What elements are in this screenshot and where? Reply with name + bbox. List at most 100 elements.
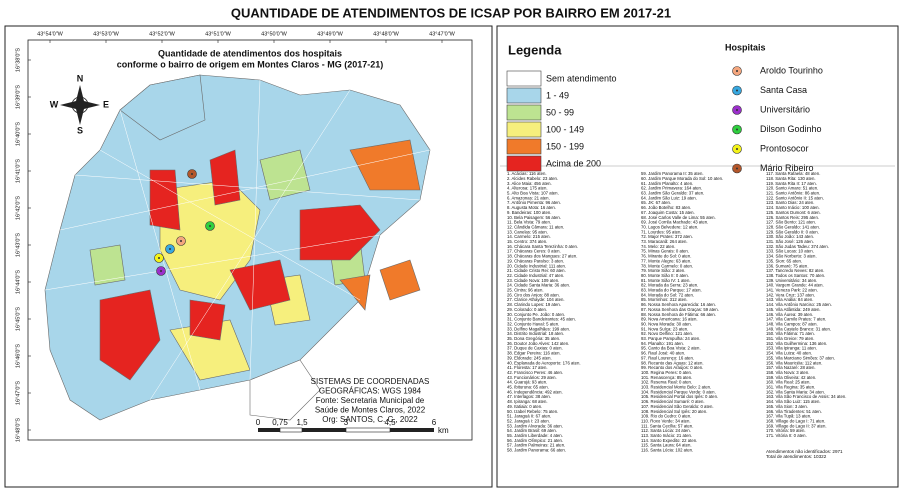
neighborhood-entry: 143. Vila Anália: 84 aten. bbox=[766, 297, 813, 302]
neighborhood-entry: 47. Interlagos: 38 aten. bbox=[507, 394, 551, 399]
neighborhood-entry: 124. Santo Inácio: 100 aten. bbox=[766, 205, 820, 210]
hospital-name: Universitário bbox=[760, 104, 810, 114]
neighborhood-entry: 109. Rio do Cedro: 0 aten. bbox=[641, 414, 691, 419]
neighborhood-entry: 121. Santo Antônio: 86 aten. bbox=[766, 191, 820, 196]
neighborhood-entry: 24. Cidade Santa Maria: 36 aten. bbox=[507, 283, 570, 288]
lat-label: 16°38'0"S bbox=[15, 48, 21, 72]
neighborhood-entry: 37. Duque de Caxias: 0 aten. bbox=[507, 346, 563, 351]
scale-label: 0,75 bbox=[272, 418, 288, 427]
neighborhood-entry: 27. Clarice Athayde: 104 aten. bbox=[507, 297, 565, 302]
neighborhood-entry: 170. Vitória: 59 aten. bbox=[766, 428, 806, 433]
hospital-marker-dot bbox=[180, 240, 182, 242]
hospital-name: Mário Ribeiro bbox=[760, 163, 814, 173]
scale-label: 0 bbox=[256, 418, 261, 427]
neighborhood-entry: 111. Santa Cecília: 57 aten. bbox=[641, 423, 693, 428]
legend-label: 50 - 99 bbox=[546, 107, 574, 117]
neighborhood-entry: 132. São Judas Tadeu: 374 aten. bbox=[766, 244, 829, 249]
neighborhood-entry: 14. Carmelo: 215 aten. bbox=[507, 234, 551, 239]
neighborhood-entry: 54. Jardim Brasil: 69 aten. bbox=[507, 428, 557, 433]
neighborhood-entry: 122. Santo Antônio II: 15 aten. bbox=[766, 195, 824, 200]
footer-note: Total de atendimentos: 10322 bbox=[766, 454, 827, 459]
neighborhood-entry: 21. Cidade Cristo Rei: 60 aten. bbox=[507, 268, 566, 273]
neighborhood-entry: 125. Santos Dumont: 6 aten. bbox=[766, 210, 821, 215]
legend-swatch bbox=[506, 155, 542, 172]
map bbox=[44, 74, 431, 421]
neighborhood-entry: 26. Ciro dos Anjos: 88 aten. bbox=[507, 292, 560, 297]
region bbox=[149, 169, 181, 231]
lat-label: 16°47'0"S bbox=[15, 381, 21, 405]
neighborhood-entry: 86. Nossa Senhora Aparecida: 16 aten. bbox=[641, 302, 716, 307]
neighborhood-entry: 76. Mirante do Sol: 0 aten. bbox=[641, 254, 691, 259]
hospital-symbol-dot bbox=[736, 148, 738, 150]
hospital-name: Aroldo Tourinho bbox=[760, 65, 823, 75]
neighborhood-entry: 161. Vila Regina: 35 aten. bbox=[766, 385, 815, 390]
neighborhood-entry: 43. Funcionários: 29 aten. bbox=[507, 375, 557, 380]
neighborhood-entry: 34. Distrito Industrial: 18 aten. bbox=[507, 331, 564, 336]
neighborhood-entry: 83. Morada do Parque: 17 aten. bbox=[641, 288, 702, 293]
neighborhood-entry: 81. Monte Sião IV: 1 aten. bbox=[641, 278, 691, 283]
hospital-marker-dot bbox=[160, 270, 162, 272]
hospital-name: Prontosocor bbox=[760, 143, 809, 153]
hospitals-title: Hospitais bbox=[725, 42, 766, 52]
legend-label: Sem atendimento bbox=[546, 73, 617, 83]
neighborhood-entry: 152. Vila Guilhermina: 136 aten. bbox=[766, 341, 827, 346]
legend-label: 1 - 49 bbox=[546, 90, 569, 100]
compass-letter: N bbox=[77, 73, 84, 83]
neighborhood-entry: 6. Amazonas: 21 aten. bbox=[507, 195, 550, 200]
hospital-marker-dot bbox=[169, 248, 171, 250]
neighborhood-entry: 150. Vila Fátima: 71 aten. bbox=[766, 331, 815, 336]
neighborhood-entry: 20. Cidade Industrial: 111 aten. bbox=[507, 263, 566, 268]
neighborhood-entry: 129. São Geraldo II: 0 aten. bbox=[766, 229, 819, 234]
lon-label: 43°49'0"W bbox=[317, 31, 343, 37]
hospital-symbol-dot bbox=[736, 70, 738, 72]
lon-label: 43°52'0"W bbox=[149, 31, 175, 37]
neighborhood-entry: 117. Santa Rafaela: 48 aten. bbox=[766, 171, 820, 176]
neighborhood-entry: 165. Vila Sion: 3 aten. bbox=[766, 404, 808, 409]
region bbox=[349, 139, 421, 191]
neighborhood-entry: 80. Monte Sião II: 0 aten. bbox=[641, 273, 689, 278]
neighborhood-entry: 38. Edgar Pereira: 116 aten. bbox=[507, 351, 561, 356]
legend-frame bbox=[496, 25, 899, 488]
scale-label: 3 bbox=[344, 418, 349, 427]
lon-label: 43°50'0"W bbox=[261, 31, 287, 37]
lat-label: 16°45'0"S bbox=[15, 307, 21, 331]
lon-label: 43°47'0"W bbox=[429, 31, 455, 37]
hospital-name: Santa Casa bbox=[760, 85, 807, 95]
neighborhood-entry: 131. São José: 126 aten. bbox=[766, 239, 814, 244]
neighborhood-entry: 22. Cidade Industrial: 47 aten. bbox=[507, 273, 564, 278]
neighborhood-entry: 113. Santo Inácio: 21 aten. bbox=[641, 433, 692, 438]
neighborhood-entry: 166. Vila Tiradentes: 51 aten. bbox=[766, 409, 822, 414]
neighborhood-entry: 160. Vila Real: 25 aten. bbox=[766, 380, 811, 385]
legend-swatch bbox=[506, 121, 542, 138]
neighborhood-entry: 105. Residencial Portal dos Ipês: 0 aten… bbox=[641, 394, 718, 399]
neighborhood-entry: 128. São Geraldo: 141 aten. bbox=[766, 224, 820, 229]
neighborhood-entry: 73. Maracanã: 264 aten. bbox=[641, 239, 688, 244]
neighborhood-entry: 140. Vargem Grande: 44 aten. bbox=[766, 283, 824, 288]
neighborhood-entry: 2. Alcides Rabelo: 23 aten. bbox=[507, 176, 558, 181]
scale-segment bbox=[302, 428, 346, 432]
neighborhood-entry: 167. Vila Tupã: 13 aten. bbox=[766, 414, 811, 419]
neighborhood-entry: 95. Canto da Boa Vista: 2 aten. bbox=[641, 346, 701, 351]
neighborhood-entry: 114. Santo Expedito: 22 aten. bbox=[641, 438, 697, 443]
lat-label: 16°48'0"S bbox=[15, 418, 21, 442]
scale-label: 1,5 bbox=[296, 418, 308, 427]
compass bbox=[60, 85, 100, 125]
neighborhood-entry: 164. Vila São Luiz: 115 aten. bbox=[766, 399, 821, 404]
neighborhood-entry: 18. Chácaras dos Mangues: 27 aten. bbox=[507, 254, 577, 259]
lat-label: 16°40'0"S bbox=[15, 122, 21, 146]
neighborhood-entry: 66. João Botelho: 83 aten. bbox=[641, 205, 691, 210]
neighborhood-entry: 130. São João: 143 aten. bbox=[766, 234, 814, 239]
neighborhood-entry: 137. Tancredo Neves: 82 aten. bbox=[766, 268, 824, 273]
neighborhood-entry: 169. Village do Lago II: 37 aten. bbox=[766, 423, 827, 428]
neighborhood-entry: 120. Santo Amaro: 51 aten. bbox=[766, 186, 818, 191]
neighborhood-entry: 96. Raul José: 40 aten. bbox=[641, 351, 685, 356]
neighborhood-entry: 12. Cândida Câmara: 11 aten. bbox=[507, 224, 564, 229]
neighborhood-entry: 49. Itatiaia: 0 aten. bbox=[507, 404, 542, 409]
neighborhood-entry: 102. Reserva Real: 0 aten. bbox=[641, 380, 692, 385]
scale-segment bbox=[345, 427, 391, 433]
neighborhood-entry: 153. Vila Ipiranga: 11 aten. bbox=[766, 346, 817, 351]
neighborhood-entry: 74. Melo: 22 aten. bbox=[641, 244, 675, 249]
neighborhood-entry: 57. Jardim Palmeiras: 21 aten. bbox=[507, 443, 565, 448]
neighborhood-entry: 118. Santa Rita: 130 aten. bbox=[766, 176, 816, 181]
region bbox=[89, 244, 126, 286]
